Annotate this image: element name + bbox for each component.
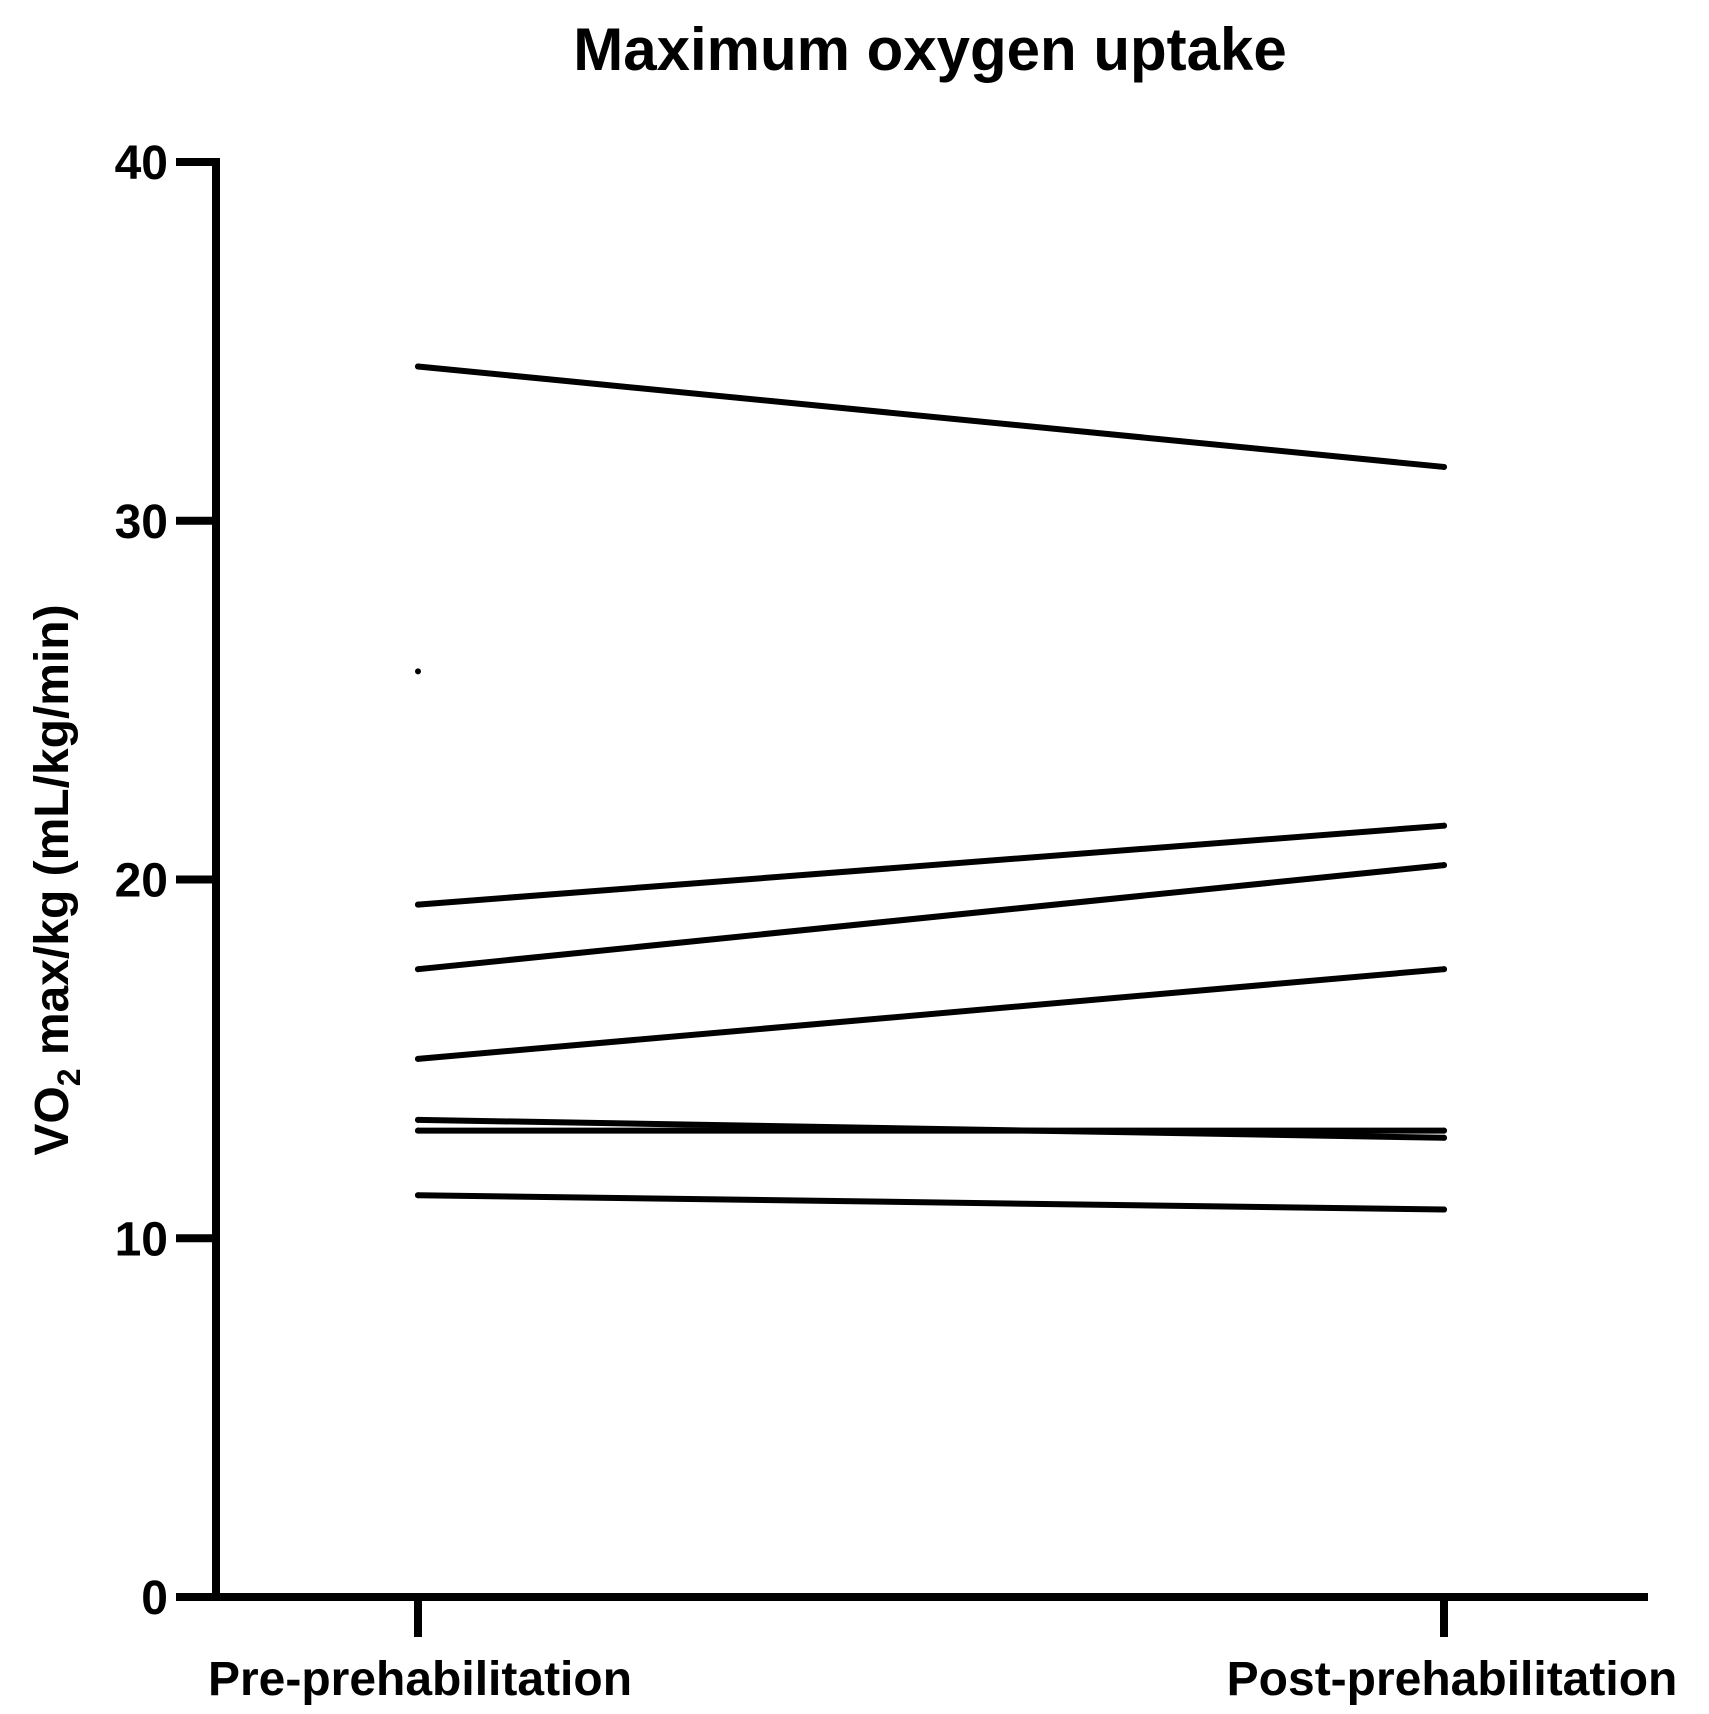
series-8 bbox=[415, 1192, 1447, 1213]
series-7 bbox=[415, 1127, 1447, 1134]
series-layer bbox=[415, 363, 1447, 1213]
y-tick-label: 40 bbox=[115, 137, 168, 190]
data-point bbox=[415, 1116, 421, 1123]
series-line bbox=[415, 966, 1447, 1062]
series-4 bbox=[415, 862, 1447, 973]
axes: 0 10 20 30 40 Pre-prehabilitation Post-prehabi… bbox=[115, 137, 1678, 1706]
chart-title: Maximum oxygen uptake bbox=[573, 16, 1287, 83]
series-5 bbox=[415, 966, 1447, 1062]
y-tick-label: 0 bbox=[141, 1572, 168, 1625]
data-point bbox=[415, 901, 421, 908]
series-3 bbox=[415, 822, 1447, 908]
y-axis-label-subscript: 2 bbox=[51, 1068, 87, 1086]
series-1 bbox=[415, 363, 1447, 470]
series-line bbox=[415, 862, 1447, 973]
data-point bbox=[415, 668, 421, 675]
data-point bbox=[1441, 463, 1447, 470]
data-point bbox=[1441, 822, 1447, 829]
data-point bbox=[1441, 1206, 1447, 1213]
data-point bbox=[1441, 1127, 1447, 1134]
y-axis-label-rest: max/kg (mL/kg/min) bbox=[26, 604, 79, 1068]
data-point bbox=[415, 1192, 421, 1199]
data-point bbox=[415, 1127, 421, 1134]
y-tick-label: 20 bbox=[115, 855, 168, 908]
data-point bbox=[1441, 966, 1447, 973]
data-point bbox=[1441, 1134, 1447, 1141]
series-line bbox=[415, 1192, 1447, 1213]
data-point bbox=[1441, 862, 1447, 869]
x-tick-label: Post-prehabilitation bbox=[1227, 1653, 1678, 1706]
series-2 bbox=[415, 668, 421, 675]
y-tick-label: 10 bbox=[115, 1213, 168, 1266]
data-point bbox=[415, 1055, 421, 1062]
data-point bbox=[415, 363, 421, 370]
y-axis-label: VO2 max/kg (mL/kg/min) bbox=[26, 604, 87, 1155]
x-tick-label: Pre-prehabilitation bbox=[208, 1653, 632, 1706]
series-line bbox=[415, 363, 1447, 470]
y-tick-label: 30 bbox=[115, 496, 168, 549]
series-line bbox=[415, 822, 1447, 908]
y-axis-label-main: VO bbox=[26, 1086, 79, 1155]
data-point bbox=[415, 966, 421, 973]
